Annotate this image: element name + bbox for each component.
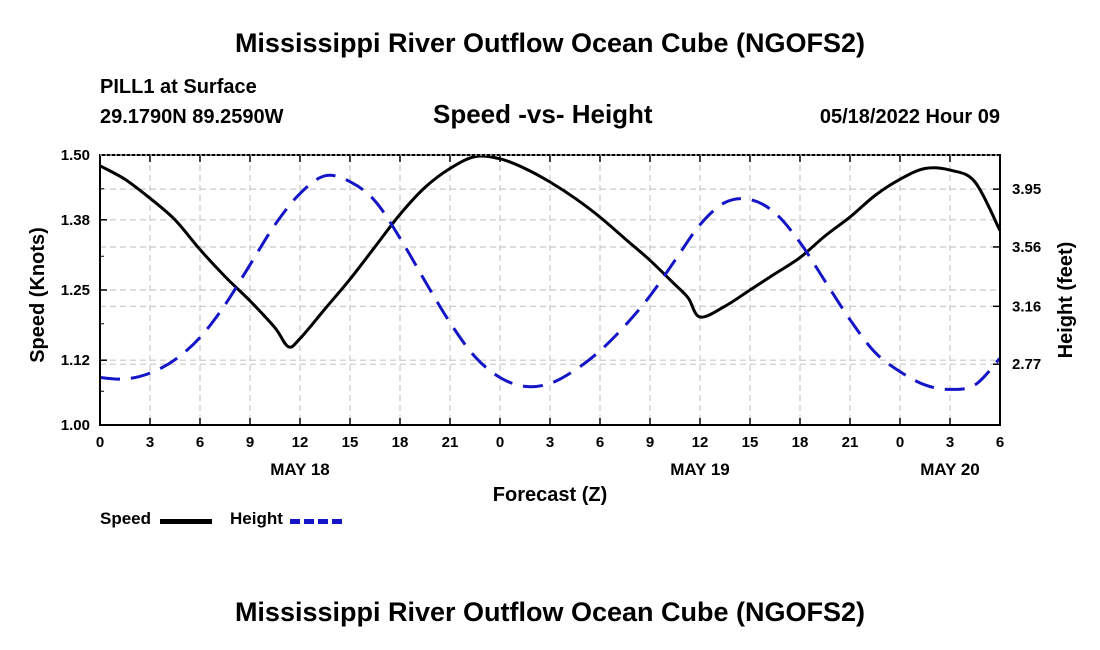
x-tick-label: 21 — [442, 434, 459, 451]
station-coordinates: 29.1790N 89.2590W — [100, 106, 284, 128]
y-tick-label: 1.38 — [61, 212, 90, 229]
footer-title: Mississippi River Outflow Ocean Cube (NG… — [234, 597, 866, 627]
x-tick-label: 15 — [342, 434, 359, 451]
legend-speed-swatch — [160, 519, 212, 524]
chart-subtitle: Speed -vs- Height — [433, 99, 653, 129]
forecast-datetime: 05/18/2022 Hour 09 — [819, 106, 1000, 128]
x-tick-label: 9 — [646, 434, 654, 451]
x-axis-title: Forecast (Z) — [493, 484, 607, 506]
y-tick-label: 1.25 — [61, 282, 90, 299]
date-label: MAY 18 — [270, 460, 330, 479]
date-label: MAY 19 — [670, 460, 730, 479]
x-tick-label: 21 — [842, 434, 859, 451]
x-tick-label: 0 — [496, 434, 504, 451]
main-title: Mississippi River Outflow Ocean Cube (NG… — [234, 28, 866, 58]
series — [99, 154, 1002, 391]
x-tick-label: 3 — [146, 434, 154, 451]
y-tick-label: 1.12 — [61, 352, 90, 369]
x-tick-label: 6 — [596, 434, 604, 451]
y2-axis-title: Height (feet) — [1055, 242, 1077, 359]
x-tick-label: 18 — [392, 434, 409, 451]
x-tick-label: 9 — [246, 434, 254, 451]
x-tick-label: 12 — [292, 434, 309, 451]
axes: 0 3 6 9 12 15 18 21 0 3 6 9 12 15 18 21 0 3 6 1.00 1.12 1.25 1… — [27, 147, 1077, 506]
legend-speed-label: Speed — [100, 509, 152, 528]
y2-tick-label: 3.56 — [1012, 239, 1041, 256]
y2-tick-label: 2.77 — [1012, 356, 1041, 373]
speed-series-line — [99, 154, 1002, 349]
legend-height-swatch — [290, 519, 342, 524]
x-tick-label: 3 — [546, 434, 554, 451]
x-tick-label: 12 — [692, 434, 709, 451]
x-tick-label: 0 — [896, 434, 904, 451]
x-tick-label: 6 — [196, 434, 204, 451]
legend-height-label: Height — [230, 509, 283, 528]
y-tick-label: 1.00 — [61, 417, 90, 434]
x-tick-label: 15 — [742, 434, 759, 451]
y-tick-label: 1.50 — [61, 147, 90, 164]
height-series-line — [99, 173, 1002, 391]
date-label: MAY 20 — [920, 460, 980, 479]
x-tick-label: 6 — [996, 434, 1004, 451]
station-label: PILL1 at Surface — [100, 76, 257, 98]
y2-tick-label: 3.95 — [1012, 181, 1041, 198]
x-tick-label: 0 — [96, 434, 104, 451]
x-tick-label: 3 — [946, 434, 954, 451]
x-tick-label: 18 — [792, 434, 809, 451]
y-axis-title: Speed (Knots) — [27, 227, 49, 363]
y2-tick-label: 3.16 — [1012, 298, 1041, 315]
